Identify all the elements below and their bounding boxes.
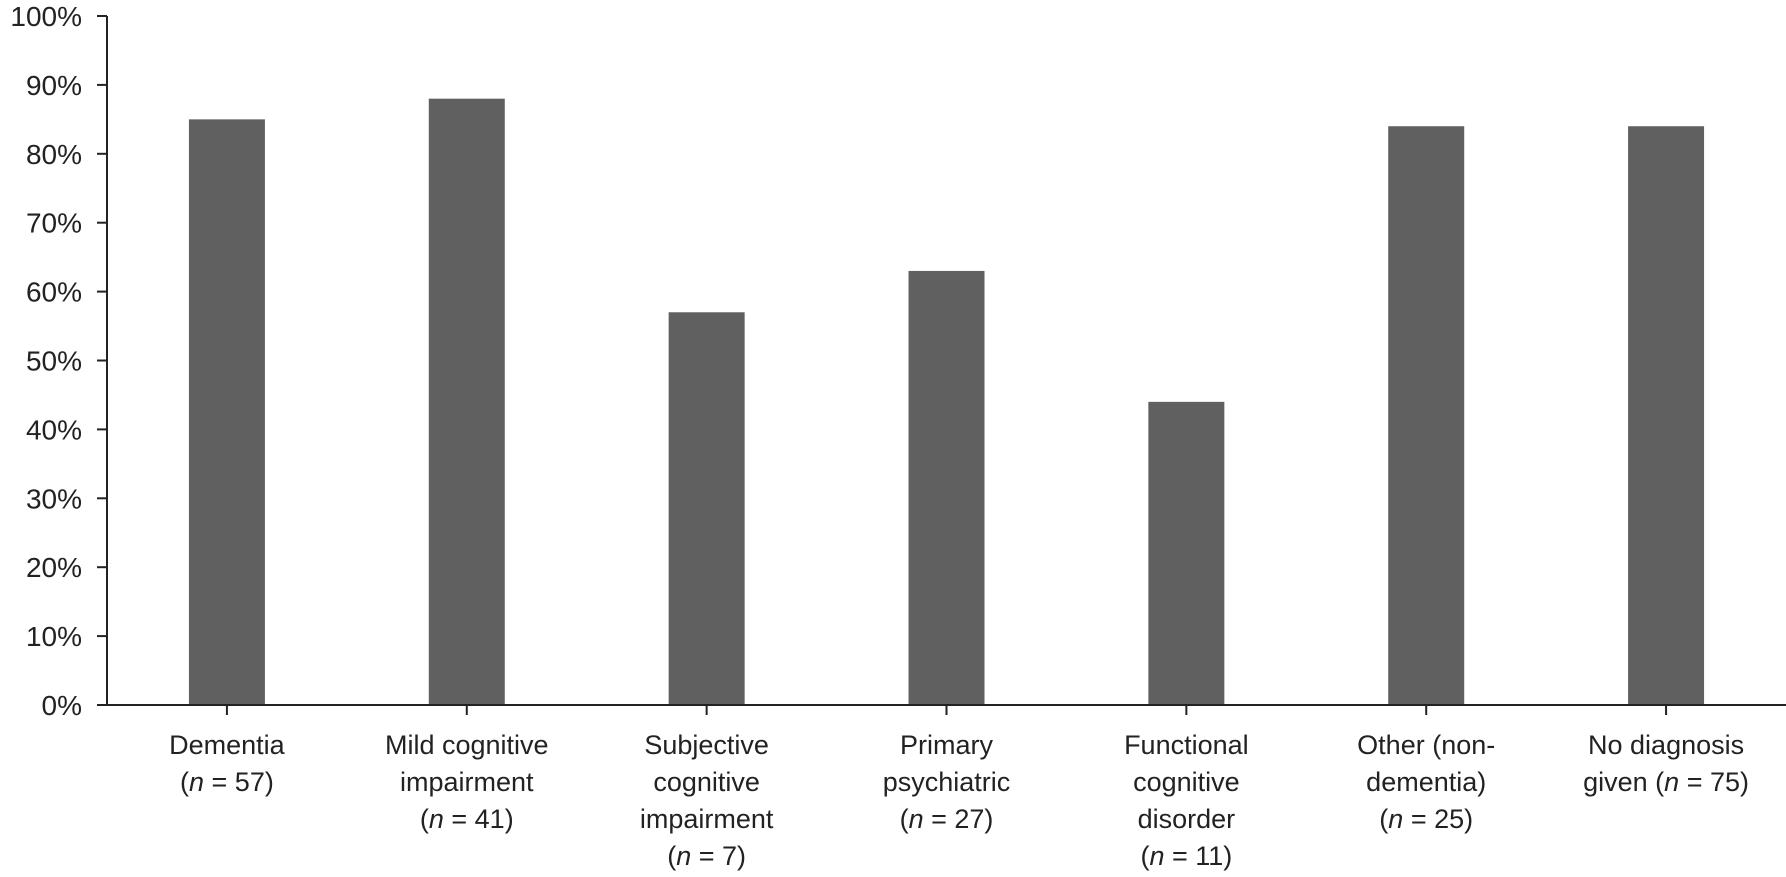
category-label-line: (n = 7) [667, 841, 746, 871]
category-label-line: Dementia [169, 730, 286, 760]
x-axis-labels: Dementia (n = 57) Mild cognitive impairment… [169, 730, 1749, 871]
category-label-line: Functional [1124, 730, 1249, 760]
category-label-line: Subjective [644, 730, 769, 760]
category-label-line: Primary [900, 730, 993, 760]
category-label-line: Other (non- [1357, 730, 1495, 760]
bar [1628, 126, 1705, 706]
category-label-line: (n = 27) [900, 804, 994, 834]
bar [1388, 126, 1465, 706]
category-label: Mild cognitive impairment (n = 41) [385, 730, 549, 834]
category-label-line: dementia) [1366, 767, 1486, 797]
n-symbol: n [429, 804, 444, 834]
bar [428, 98, 505, 706]
n-symbol: n [189, 767, 204, 797]
category-label-line: psychiatric [883, 767, 1011, 797]
category-label-line: given (n = 75) [1583, 767, 1749, 797]
category-label-line: impairment [640, 804, 774, 834]
y-tick-label: 10% [26, 621, 82, 652]
n-symbol: n [909, 804, 924, 834]
bar [1148, 401, 1225, 705]
category-label-line: (n = 25) [1379, 804, 1473, 834]
y-tick-label: 20% [26, 552, 82, 583]
bars [188, 98, 1705, 706]
y-tick-label: 30% [26, 483, 82, 514]
n-symbol: n [676, 841, 691, 871]
bar [908, 270, 985, 705]
n-symbol: n [1149, 841, 1164, 871]
category-label: Functional cognitive disorder (n = 11) [1124, 730, 1249, 871]
x-axis-ticks [225, 705, 1668, 715]
y-tick-label: 90% [26, 70, 82, 101]
category-label-line: (n = 11) [1140, 841, 1232, 871]
y-tick-label: 80% [26, 139, 82, 170]
y-tick-label: 40% [26, 414, 82, 445]
category-label: Primary psychiatric (n = 27) [883, 730, 1011, 834]
n-symbol: n [1664, 767, 1679, 797]
category-label: Dementia (n = 57) [169, 730, 286, 797]
y-tick-label: 100% [10, 1, 82, 32]
category-label-line: (n = 57) [180, 767, 274, 797]
y-tick-label: 60% [26, 277, 82, 308]
y-tick-label: 0% [42, 690, 82, 721]
category-label: No diagnosis given (n = 75) [1583, 730, 1749, 797]
category-label-line: Mild cognitive [385, 730, 549, 760]
category-label: Subjective cognitive impairment (n = 7) [640, 730, 774, 871]
y-tick-label: 70% [26, 208, 82, 239]
category-label-line: No diagnosis [1588, 730, 1744, 760]
category-label-line: cognitive [653, 767, 760, 797]
category-label-line: disorder [1138, 804, 1236, 834]
category-label: Other (non-dementia) (n = 25) [1357, 730, 1495, 834]
bar [668, 312, 745, 705]
n-symbol: n [1388, 804, 1403, 834]
y-axis-ticks: 0% 10% 20% 30% 40% 50% 60% 70% 80% 90% 100% [10, 1, 107, 721]
category-label-line: impairment [400, 767, 534, 797]
category-label-line: cognitive [1133, 767, 1240, 797]
category-label-line: (n = 41) [420, 804, 514, 834]
y-tick-label: 50% [26, 346, 82, 377]
bar [188, 119, 265, 706]
